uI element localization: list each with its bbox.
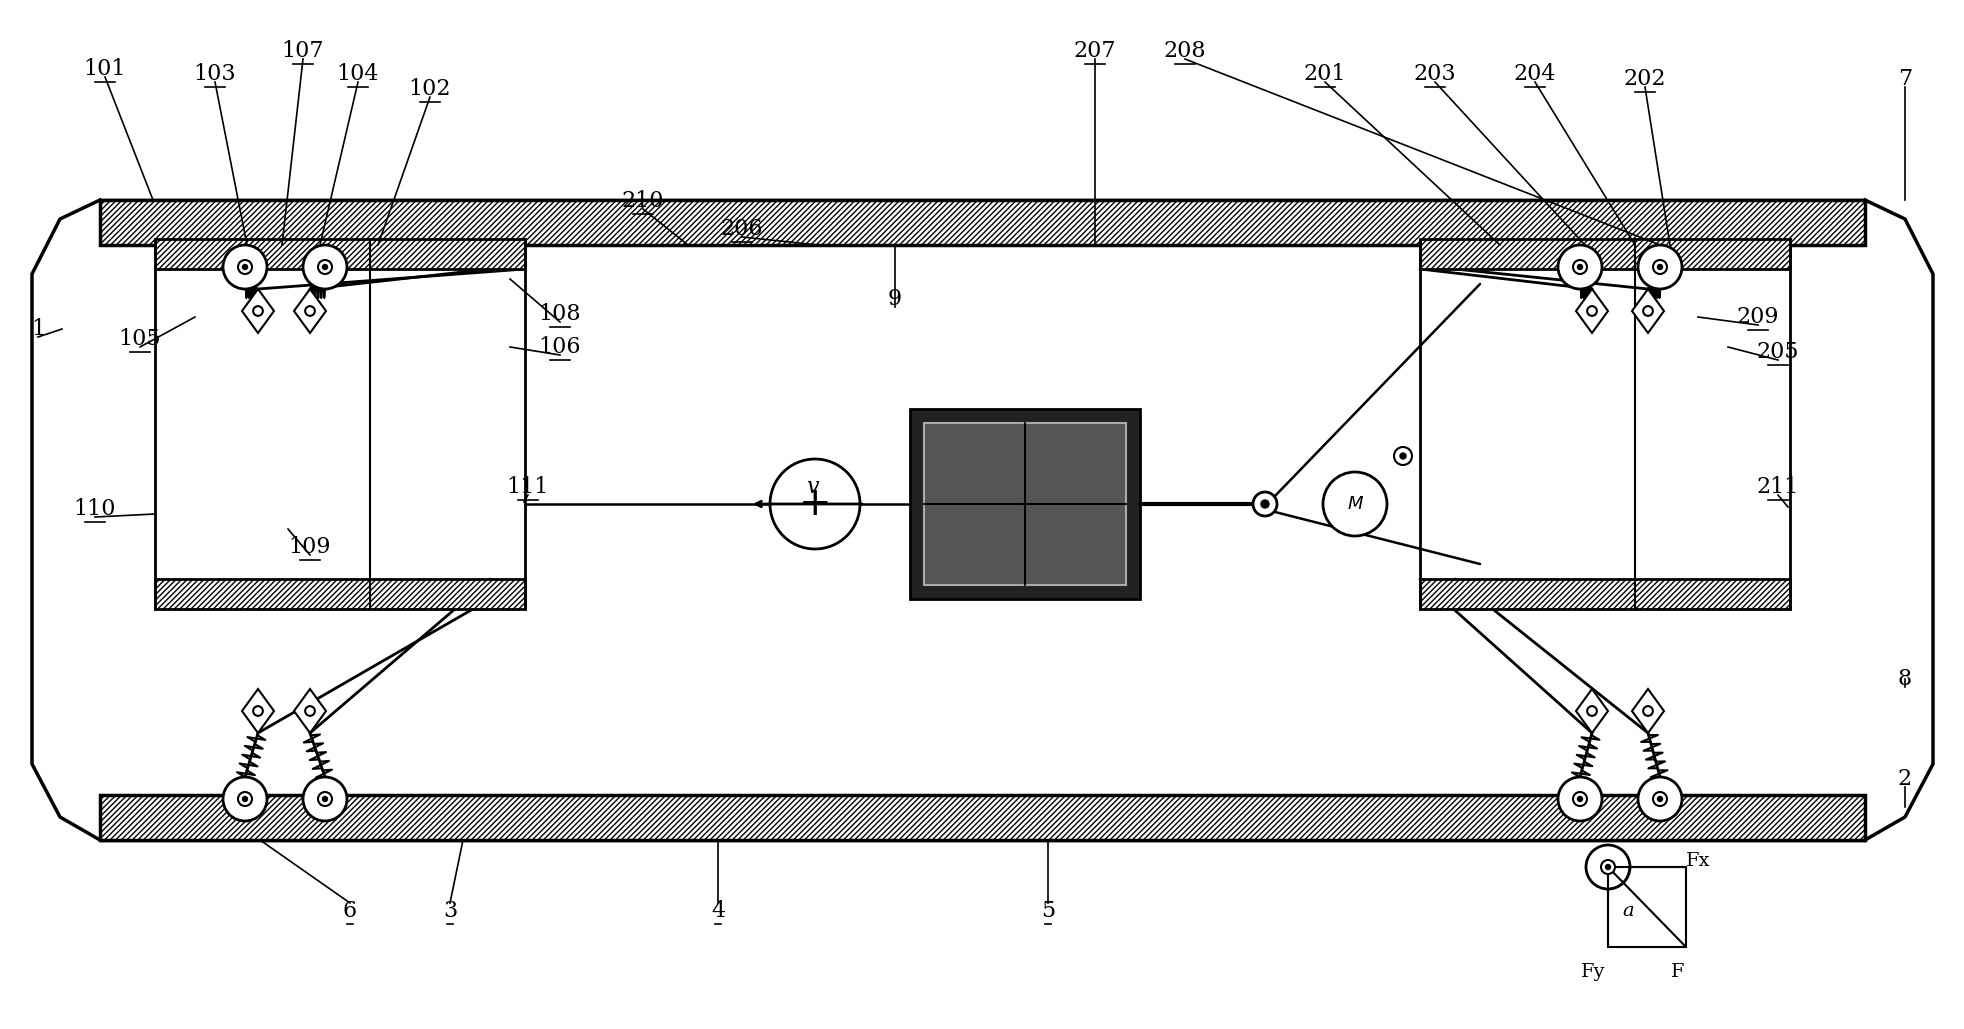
Circle shape: [242, 264, 247, 270]
Circle shape: [242, 796, 247, 802]
Text: 206: 206: [721, 218, 762, 240]
Polygon shape: [1575, 689, 1607, 733]
Bar: [1420, 579, 1789, 609]
Circle shape: [222, 777, 267, 821]
Circle shape: [318, 260, 332, 274]
Bar: [155, 579, 524, 609]
Text: F: F: [1671, 963, 1683, 981]
Text: 211: 211: [1756, 476, 1799, 498]
Circle shape: [1638, 245, 1681, 289]
Circle shape: [1577, 264, 1581, 270]
Polygon shape: [242, 289, 273, 333]
Text: 107: 107: [281, 40, 324, 62]
Text: Fx: Fx: [1685, 852, 1709, 870]
Circle shape: [238, 260, 251, 274]
Text: 3: 3: [442, 900, 458, 922]
Circle shape: [1658, 796, 1662, 802]
Circle shape: [1392, 447, 1412, 465]
Text: 204: 204: [1512, 63, 1555, 85]
Text: 102: 102: [409, 78, 452, 100]
Text: 111: 111: [507, 476, 548, 498]
Circle shape: [302, 245, 348, 289]
Text: 2: 2: [1897, 768, 1911, 790]
Text: v: v: [805, 476, 817, 498]
Text: 208: 208: [1163, 40, 1206, 62]
Circle shape: [1638, 777, 1681, 821]
Text: Fy: Fy: [1579, 963, 1605, 981]
Text: 4: 4: [711, 900, 725, 922]
Circle shape: [1577, 796, 1581, 802]
Circle shape: [1557, 777, 1601, 821]
Circle shape: [1587, 706, 1597, 716]
Polygon shape: [242, 689, 273, 733]
Text: 5: 5: [1041, 900, 1055, 922]
Text: 203: 203: [1412, 63, 1455, 85]
Text: +: +: [797, 485, 831, 523]
Circle shape: [238, 792, 251, 806]
Circle shape: [1573, 792, 1587, 806]
Bar: [100, 200, 1864, 245]
Circle shape: [322, 264, 328, 270]
Circle shape: [1605, 864, 1610, 870]
Circle shape: [1322, 472, 1387, 536]
Circle shape: [1658, 264, 1662, 270]
Bar: [100, 795, 1864, 840]
Polygon shape: [1632, 689, 1664, 733]
Circle shape: [1601, 860, 1614, 874]
Circle shape: [1253, 492, 1277, 516]
Circle shape: [318, 792, 332, 806]
Circle shape: [222, 245, 267, 289]
Polygon shape: [1575, 289, 1607, 333]
Circle shape: [1652, 792, 1665, 806]
Text: 207: 207: [1072, 40, 1116, 62]
Circle shape: [1642, 307, 1652, 316]
Text: 109: 109: [289, 536, 332, 558]
Circle shape: [253, 706, 263, 716]
Polygon shape: [1632, 289, 1664, 333]
Text: 104: 104: [336, 63, 379, 85]
Bar: [1607, 867, 1685, 947]
Circle shape: [322, 796, 328, 802]
Circle shape: [1587, 307, 1597, 316]
Circle shape: [253, 307, 263, 316]
Text: 106: 106: [538, 336, 581, 358]
Polygon shape: [295, 289, 326, 333]
Text: 7: 7: [1897, 68, 1911, 90]
Text: M: M: [1347, 495, 1363, 513]
Text: 6: 6: [344, 900, 357, 922]
Text: 201: 201: [1302, 63, 1345, 85]
Circle shape: [302, 777, 348, 821]
Text: 202: 202: [1622, 68, 1665, 90]
Circle shape: [1557, 245, 1601, 289]
Circle shape: [1652, 260, 1665, 274]
Text: 110: 110: [75, 498, 116, 520]
Bar: [1420, 239, 1789, 269]
Circle shape: [1261, 500, 1269, 508]
Text: 209: 209: [1736, 306, 1777, 328]
Text: 1: 1: [31, 318, 45, 340]
Text: a: a: [1622, 902, 1632, 920]
Text: 9: 9: [888, 288, 901, 310]
Circle shape: [304, 307, 314, 316]
Bar: [155, 239, 524, 269]
Circle shape: [1398, 453, 1406, 459]
Text: 103: 103: [194, 63, 236, 85]
Text: 108: 108: [538, 303, 581, 325]
Text: 101: 101: [84, 58, 126, 80]
Circle shape: [1573, 260, 1587, 274]
Circle shape: [304, 706, 314, 716]
Circle shape: [1642, 706, 1652, 716]
Bar: [923, 423, 1125, 586]
Text: 8: 8: [1897, 668, 1911, 690]
Text: 205: 205: [1756, 341, 1799, 363]
Bar: [909, 409, 1139, 599]
Circle shape: [1585, 845, 1630, 889]
Circle shape: [770, 459, 860, 549]
Text: 210: 210: [621, 190, 664, 212]
Polygon shape: [295, 689, 326, 733]
Text: 105: 105: [118, 328, 161, 350]
